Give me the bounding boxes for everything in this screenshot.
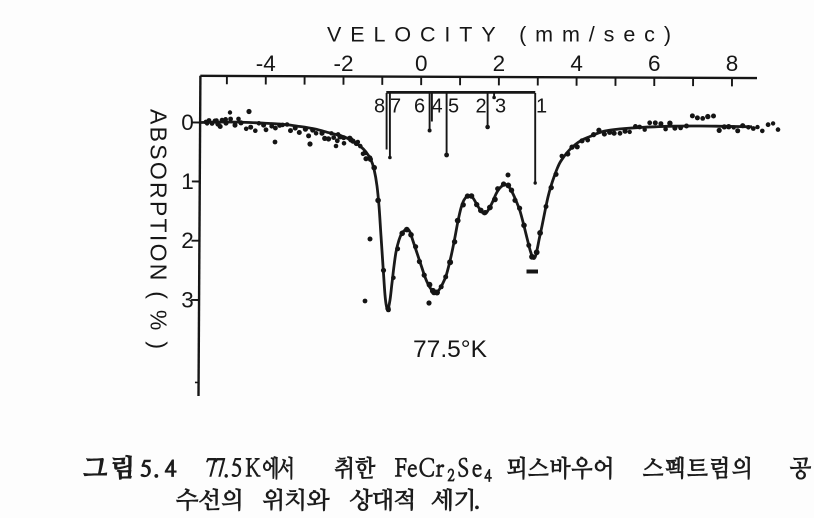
- svg-text:0: 0: [415, 51, 428, 76]
- svg-text:3: 3: [181, 288, 194, 313]
- svg-text:3: 3: [495, 96, 506, 118]
- svg-text:6: 6: [648, 51, 661, 76]
- svg-text:77.5°K: 77.5°K: [413, 336, 488, 363]
- svg-text:2: 2: [493, 51, 506, 76]
- svg-text:8: 8: [726, 51, 739, 76]
- svg-text:0: 0: [181, 110, 194, 135]
- svg-text:5: 5: [448, 96, 459, 118]
- svg-text:-4: -4: [256, 51, 276, 76]
- svg-text:6: 6: [414, 96, 425, 118]
- svg-text:4: 4: [431, 96, 442, 118]
- svg-text:7: 7: [390, 96, 401, 118]
- svg-text:1: 1: [536, 96, 547, 118]
- svg-text:2: 2: [181, 228, 194, 253]
- svg-text:1: 1: [181, 169, 194, 194]
- svg-text:ABSORPTION ( % ): ABSORPTION ( % ): [146, 109, 172, 349]
- svg-text:2: 2: [475, 96, 486, 118]
- svg-text:4: 4: [570, 51, 583, 76]
- svg-text:-2: -2: [333, 51, 353, 76]
- svg-text:8: 8: [374, 96, 385, 118]
